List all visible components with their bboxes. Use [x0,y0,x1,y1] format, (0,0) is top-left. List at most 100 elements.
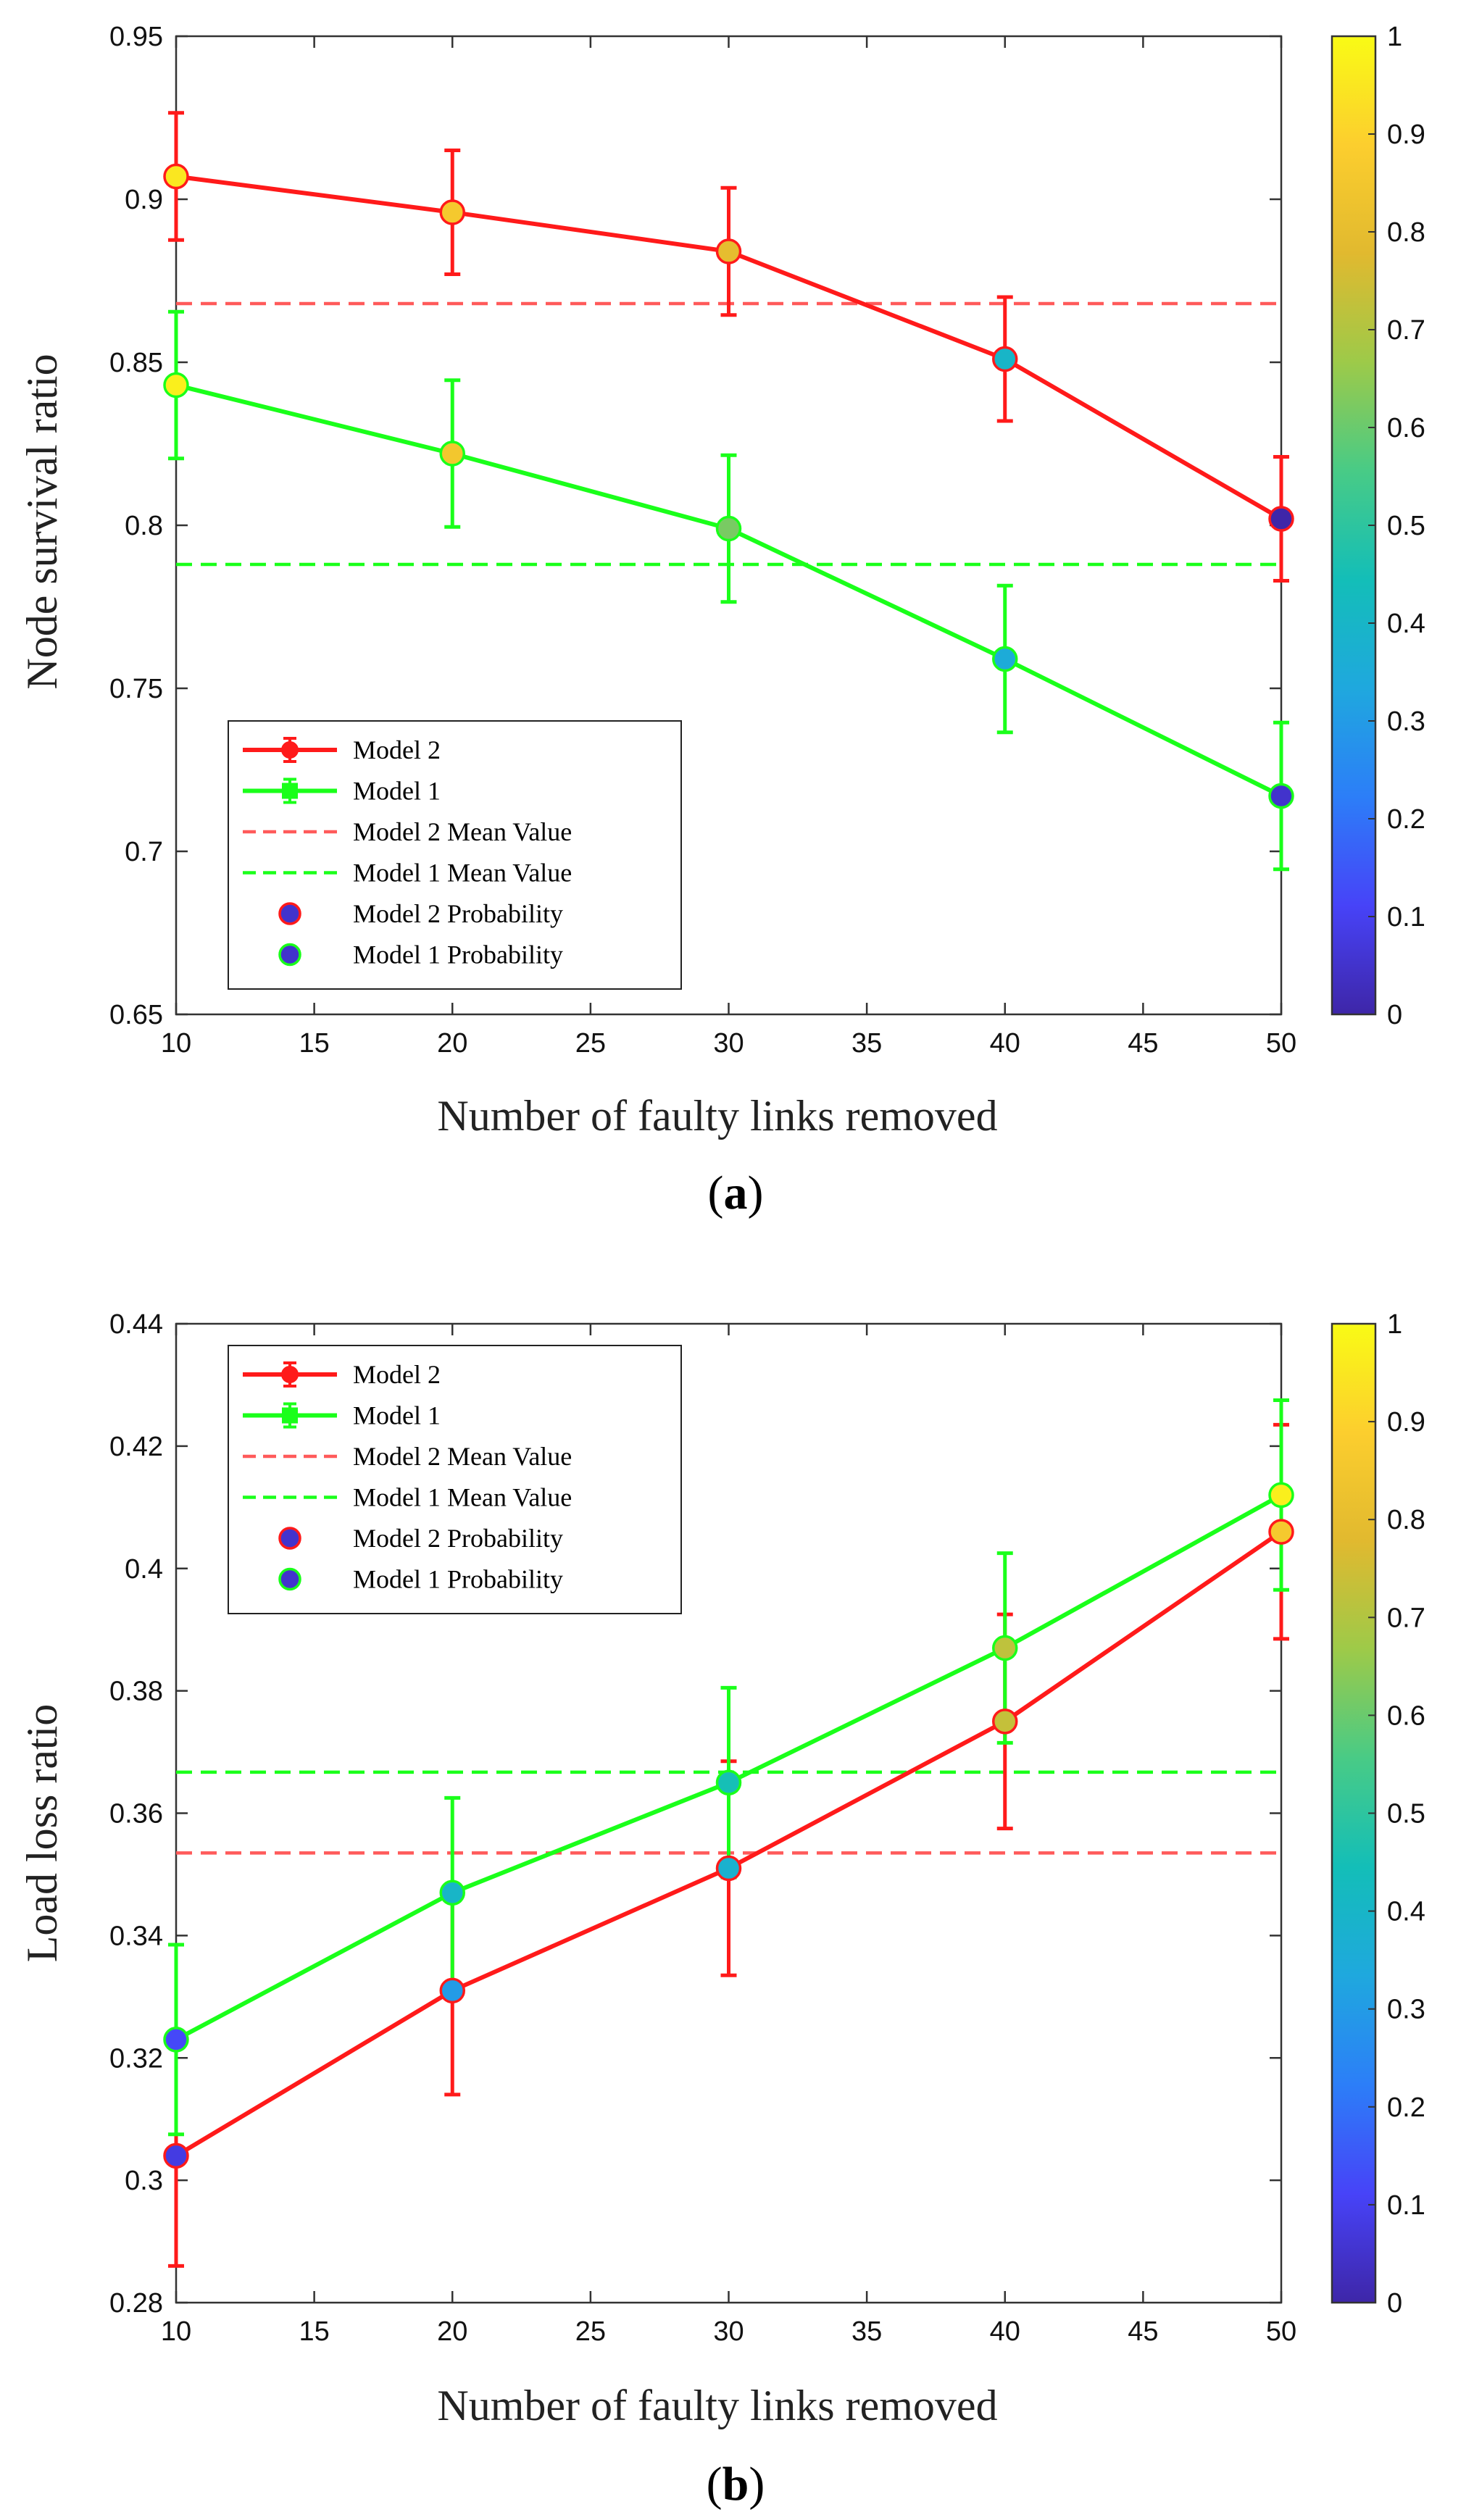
legend-label: Model 2 Mean Value [353,817,572,846]
data-point-model2 [715,1855,742,1882]
x-tick-label: 40 [990,2316,1020,2347]
colorbar-tick-label: 0.3 [1387,1995,1425,2025]
panel-label-b: (b) [707,2458,765,2511]
data-point-model1 [715,1769,742,1796]
data-point-model1 [163,2027,189,2053]
data-point-model1 [163,372,189,399]
legend-label: Model 2 Probability [353,1524,563,1553]
x-tick-label: 45 [1128,2316,1158,2347]
colorbar-tick-label: 0.8 [1387,217,1425,248]
data-point-model1 [715,515,742,542]
legend-label: Model 1 [353,777,441,806]
legend-label: Model 1 Mean Value [353,1483,572,1512]
legend-label: Model 2 [353,1360,441,1389]
colorbar-tick-label: 0.4 [1387,1897,1425,1927]
y-tick-label: 0.44 [109,1309,163,1340]
legend-swatch-marker [282,783,298,799]
panel-letter-b: b [723,2458,749,2511]
xlabel-a: Number of faulty links removed [437,1092,997,1140]
legend-swatch-marker [281,741,299,759]
data-point-model2 [715,238,742,264]
panel-label-a: (a) [708,1167,764,1219]
y-tick-label: 0.65 [109,1000,163,1030]
x-tick-label: 10 [161,1028,191,1059]
panel-letter-a: a [724,1167,748,1219]
colorbar-tick-label: 0 [1387,2288,1402,2319]
colorbar-tick-label: 0.5 [1387,1799,1425,1829]
chart-panel-b: Load loss ratio Number of faulty links r… [18,1309,1425,2511]
legend-swatch-probability [278,1527,301,1550]
x-tick-label: 30 [713,1028,744,1059]
y-tick-label: 0.28 [109,2288,163,2319]
y-tick-label: 0.9 [125,185,163,215]
legend-box-a [228,720,682,990]
legend-label: Model 1 Mean Value [353,859,572,888]
colorbar-tick-label: 0.6 [1387,1701,1425,1731]
x-tick-label: 20 [437,1028,467,1059]
y-tick-label: 0.7 [125,837,163,867]
y-tick-label: 0.36 [109,1799,163,1829]
x-tick-label: 10 [161,2316,191,2347]
colorbar-tick-label: 0.7 [1387,1603,1425,1633]
data-point-model2 [992,1708,1018,1735]
colorbar-tick-label: 0.1 [1387,2190,1425,2221]
colorbar-tick-label: 0.6 [1387,413,1425,443]
legend-swatch-marker [281,1366,299,1383]
y-tick-label: 0.3 [125,2166,163,2196]
legend-box-b [228,1345,682,1614]
colorbar-tick-label: 0.9 [1387,1407,1425,1438]
colorbar-tick-label: 0.1 [1387,902,1425,933]
data-point-model1 [1268,1482,1294,1509]
x-tick-label: 20 [437,2316,467,2347]
colorbar-tick-label: 1 [1387,22,1402,52]
data-point-model2 [1268,1519,1294,1545]
y-tick-label: 0.38 [109,1677,163,1707]
legend-swatch-marker [282,1407,298,1424]
data-point-model1 [439,441,465,467]
data-point-model1 [439,1879,465,1906]
data-point-model2 [163,163,189,190]
x-tick-label: 30 [713,2316,744,2347]
legend-swatch-probability [278,943,301,967]
colorbar-tick-label: 0.9 [1387,120,1425,150]
colorbar-tick-label: 1 [1387,1309,1402,1340]
legend-swatch-probability [278,902,301,925]
colorbar-tick-label: 0.7 [1387,315,1425,346]
x-tick-label: 25 [575,1028,606,1059]
data-point-model2 [439,199,465,225]
data-point-model2 [1268,506,1294,532]
y-tick-label: 0.75 [109,674,163,704]
data-point-model1 [992,1635,1018,1661]
x-tick-label: 15 [299,1028,329,1059]
colorbar-tick-label: 0.3 [1387,706,1425,737]
y-tick-label: 0.42 [109,1432,163,1462]
y-tick-label: 0.8 [125,511,163,541]
data-point-model1 [992,646,1018,672]
data-point-model2 [992,346,1018,372]
legend-label: Model 1 [353,1401,441,1430]
x-tick-label: 50 [1266,2316,1296,2347]
colorbar-tick-label: 0.2 [1387,2093,1425,2123]
x-tick-label: 35 [851,1028,882,1059]
y-tick-label: 0.4 [125,1554,163,1585]
legend-label: Model 1 Probability [353,940,563,969]
x-tick-label: 15 [299,2316,329,2347]
colorbar-tick-label: 0.8 [1387,1505,1425,1535]
colorbar-tick-label: 0.4 [1387,609,1425,639]
colorbar-tick-label: 0.2 [1387,804,1425,835]
x-tick-label: 40 [990,1028,1020,1059]
data-point-model1 [1268,783,1294,809]
y-tick-label: 0.85 [109,348,163,378]
data-point-model2 [163,2143,189,2169]
x-tick-label: 35 [851,2316,882,2347]
y-tick-label: 0.95 [109,22,163,52]
ylabel-b: Load loss ratio [18,1704,66,1963]
chart-panel-a: Node survival ratio Number of faulty lin… [18,22,1425,1219]
colorbar-tick-label: 0 [1387,1000,1402,1030]
y-tick-label: 0.32 [109,2043,163,2074]
legend-label: Model 1 Probability [353,1565,563,1594]
data-point-model2 [439,1977,465,2004]
x-tick-label: 50 [1266,1028,1296,1059]
ylabel-a: Node survival ratio [18,354,66,689]
